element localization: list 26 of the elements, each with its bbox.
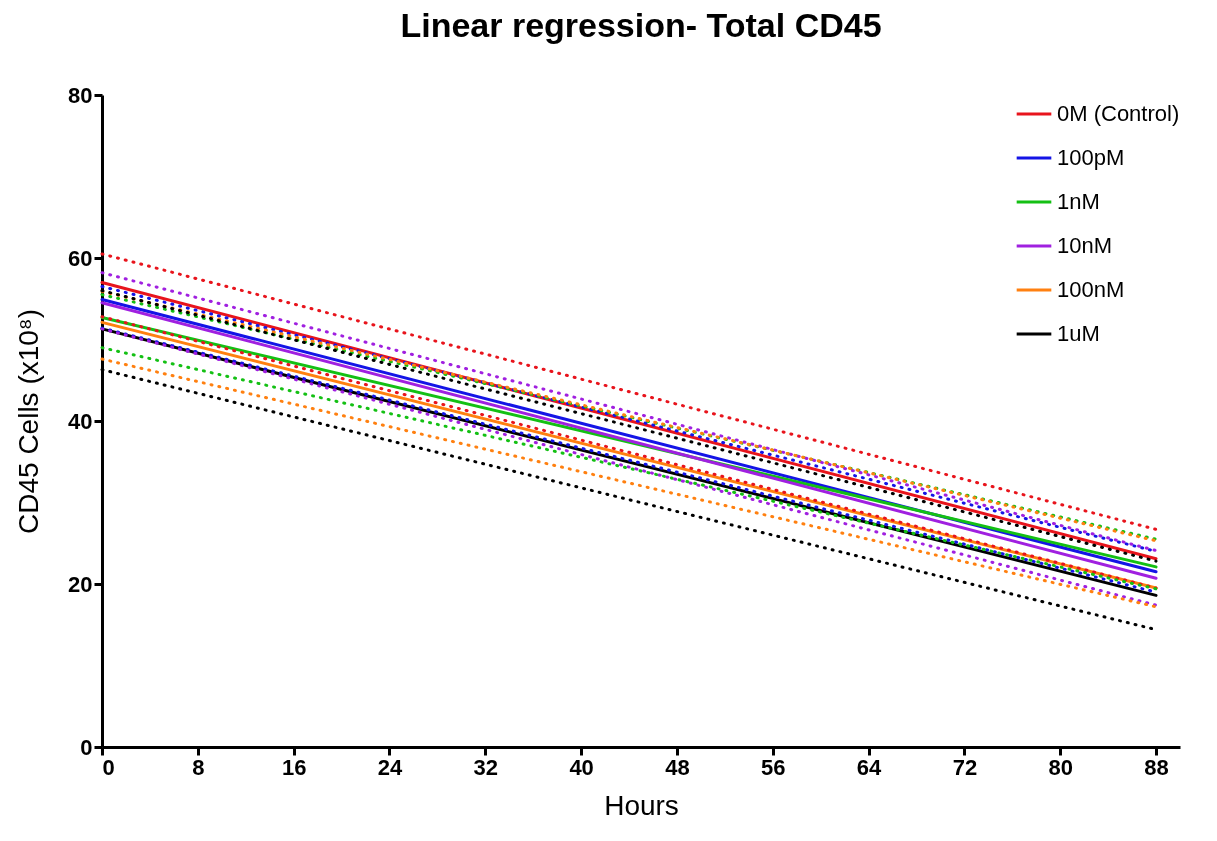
chart-title: Linear regression- Total CD45 <box>400 6 882 44</box>
y-tick-label: 80 <box>68 82 93 108</box>
legend-label: 1nM <box>1057 189 1100 214</box>
x-tick-label: 0 <box>102 754 115 780</box>
y-tick-label: 20 <box>68 571 93 597</box>
y-tick-label: 40 <box>68 408 93 434</box>
x-axis-title: Hours <box>604 789 679 821</box>
x-tick-label: 48 <box>665 754 690 780</box>
x-tick-label: 32 <box>473 754 499 780</box>
x-tick-label: 64 <box>856 754 883 780</box>
x-tick-label: 56 <box>761 754 786 780</box>
x-tick-label: 80 <box>1048 754 1073 780</box>
x-tick-label: 16 <box>281 754 307 780</box>
legend-label: 100pM <box>1057 145 1125 170</box>
y-axis-title: CD45 Cells (x10⁸) <box>13 309 45 534</box>
y-tick-label: 60 <box>68 245 93 271</box>
legend-label: 100nM <box>1057 277 1125 302</box>
legend-label: 1uM <box>1057 321 1100 346</box>
legend-label: 0M (Control) <box>1057 101 1180 126</box>
x-tick-label: 88 <box>1144 754 1169 780</box>
y-tick-label: 0 <box>80 734 93 760</box>
x-tick-label: 72 <box>952 754 978 780</box>
x-tick-label: 24 <box>377 754 403 780</box>
x-tick-label: 8 <box>192 754 205 780</box>
legend-label: 10nM <box>1057 233 1113 258</box>
x-tick-label: 40 <box>569 754 594 780</box>
